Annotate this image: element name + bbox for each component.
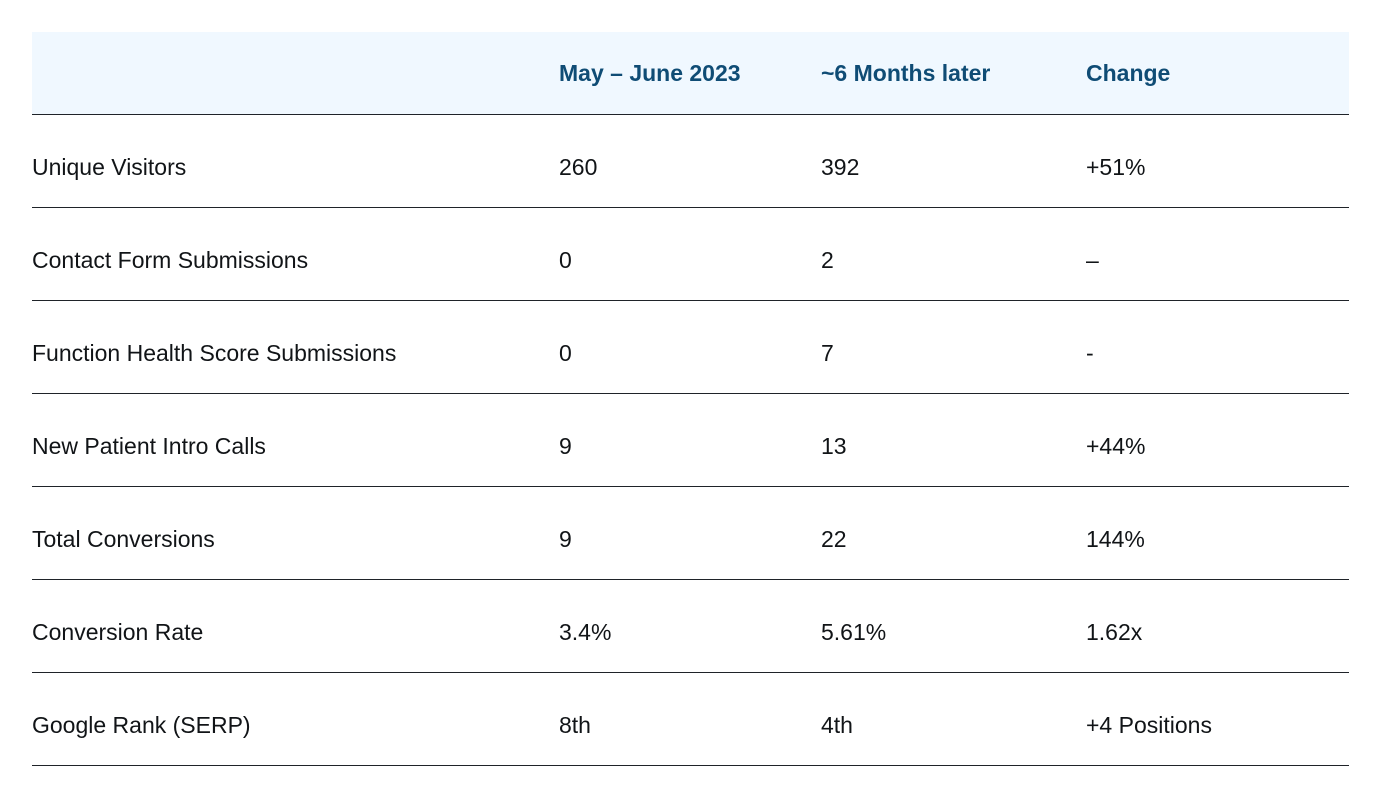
table-row: Conversion Rate 3.4% 5.61% 1.62x bbox=[32, 580, 1349, 673]
after-value: 392 bbox=[821, 154, 860, 180]
row-label: Google Rank (SERP) bbox=[32, 712, 251, 738]
change-value: – bbox=[1086, 247, 1099, 273]
before-value: 8th bbox=[559, 712, 591, 738]
table-row: Function Health Score Submissions 0 7 - bbox=[32, 301, 1349, 394]
before-value: 9 bbox=[559, 526, 572, 552]
after-value: 5.61% bbox=[821, 619, 887, 645]
header-cell-period-before: May – June 2023 bbox=[559, 60, 741, 86]
change-value: +51% bbox=[1086, 154, 1146, 180]
change-value: +4 Positions bbox=[1086, 712, 1212, 738]
change-value: +44% bbox=[1086, 433, 1146, 459]
change-value: - bbox=[1086, 340, 1094, 366]
header-cell-change: Change bbox=[1086, 60, 1171, 86]
after-value: 13 bbox=[821, 433, 847, 459]
before-value: 0 bbox=[559, 340, 572, 366]
table-row: Google Rank (SERP) 8th 4th +4 Positions bbox=[32, 673, 1349, 766]
before-value: 9 bbox=[559, 433, 572, 459]
row-label: Function Health Score Submissions bbox=[32, 340, 397, 366]
comparison-table: May – June 2023 ~6 Months later Change U… bbox=[32, 32, 1349, 766]
row-label: Unique Visitors bbox=[32, 154, 187, 180]
table-header-row: May – June 2023 ~6 Months later Change bbox=[32, 32, 1349, 115]
after-value: 2 bbox=[821, 247, 834, 273]
after-value: 4th bbox=[821, 712, 853, 738]
change-value: 144% bbox=[1086, 526, 1145, 552]
row-label: Total Conversions bbox=[32, 526, 215, 552]
before-value: 3.4% bbox=[559, 619, 612, 645]
change-value: 1.62x bbox=[1086, 619, 1143, 645]
table-row: Unique Visitors 260 392 +51% bbox=[32, 115, 1349, 208]
before-value: 0 bbox=[559, 247, 572, 273]
table-row: Contact Form Submissions 0 2 – bbox=[32, 208, 1349, 301]
table-row: Total Conversions 9 22 144% bbox=[32, 487, 1349, 580]
header-cell-period-after: ~6 Months later bbox=[821, 60, 991, 86]
before-value: 260 bbox=[559, 154, 598, 180]
row-label: New Patient Intro Calls bbox=[32, 433, 266, 459]
row-label: Contact Form Submissions bbox=[32, 247, 309, 273]
after-value: 22 bbox=[821, 526, 847, 552]
table-row: New Patient Intro Calls 9 13 +44% bbox=[32, 394, 1349, 487]
row-label: Conversion Rate bbox=[32, 619, 204, 645]
after-value: 7 bbox=[821, 340, 834, 366]
